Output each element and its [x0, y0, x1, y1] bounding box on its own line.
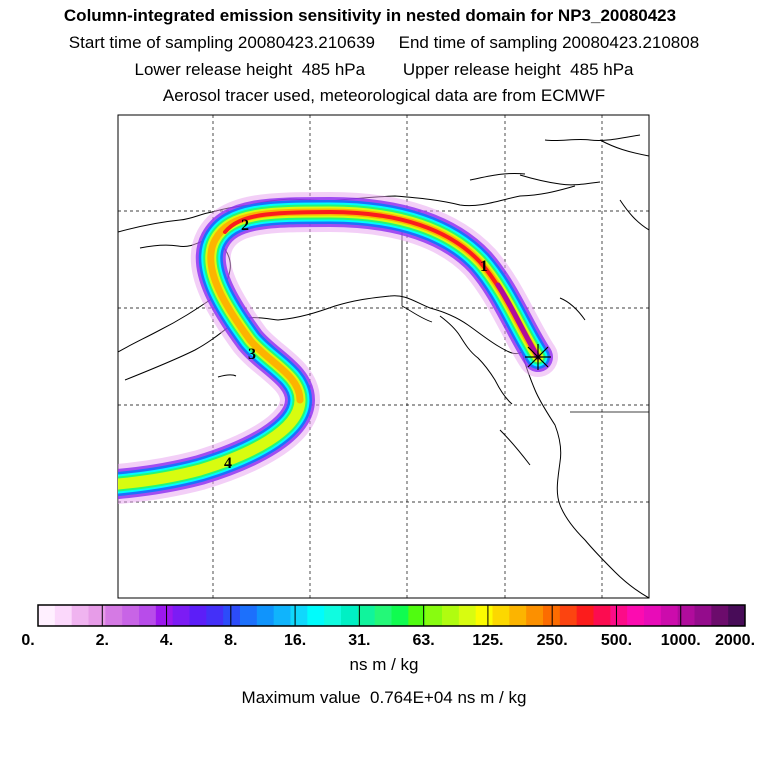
- map-frame: [117, 114, 650, 599]
- colorbar-cell: [610, 605, 628, 626]
- colorbar-cell: [391, 605, 409, 626]
- colorbar-cell: [256, 605, 275, 626]
- colorbar-cell: [206, 605, 224, 626]
- colorbar-tick-label: 63.: [412, 632, 435, 649]
- colorbar-cell: [105, 605, 123, 626]
- colorbar-cell: [122, 605, 140, 626]
- colorbar-cell: [88, 605, 106, 626]
- colorbar-frame: [37, 604, 746, 627]
- colorbar-cell: [475, 605, 493, 626]
- release-height-line: Lower release height 485 hPa Upper relea…: [134, 60, 634, 79]
- colorbar-cell: [54, 605, 73, 626]
- colorbar-cell: [425, 605, 443, 626]
- colorbar-cell: [660, 605, 679, 626]
- colorbar-tick-label: 2.: [95, 632, 109, 649]
- colorbar-cell: [442, 605, 460, 626]
- colorbar-tick-label: 250.: [536, 632, 568, 649]
- colorbar-cell: [240, 605, 258, 626]
- colorbar-cell: [408, 605, 426, 626]
- colorbar-cell: [307, 605, 325, 626]
- day-marker-2: 2: [241, 217, 249, 234]
- colorbar-cell: [526, 605, 544, 626]
- colorbar-cell: [694, 605, 712, 626]
- day-marker-1: 1: [480, 258, 488, 275]
- colorbar-cell: [728, 605, 746, 626]
- colorbar-cell: [357, 605, 376, 626]
- colorbar-tick-label: 500.: [600, 632, 633, 649]
- colorbar-cell: [341, 605, 359, 626]
- colorbar-cell: [374, 605, 392, 626]
- colorbar-cell: [38, 605, 56, 626]
- colorbar-cell: [644, 605, 662, 626]
- emission-sensitivity-plume: [118, 192, 558, 504]
- colorbar-tick-label: 1000.: [660, 632, 701, 649]
- day-marker-3: 3: [248, 346, 256, 363]
- colorbar-cell: [509, 605, 527, 626]
- colorbar-cell: [543, 605, 561, 626]
- colorbar-cell: [458, 605, 477, 626]
- colorbar-cell: [324, 605, 342, 626]
- colorbar-tick-label: 31.: [348, 632, 371, 649]
- colorbar: [37, 604, 746, 627]
- colorbar-cell: [189, 605, 207, 626]
- colorbar-cell: [711, 605, 729, 626]
- colorbar-cell: [290, 605, 308, 626]
- colorbar-cell: [223, 605, 241, 626]
- colorbar-tick-label: 125.: [472, 632, 504, 649]
- plot-title: Column-integrated emission sensitivity i…: [63, 6, 677, 25]
- colorbar-units: ns m / kg: [349, 655, 419, 674]
- colorbar-cell: [677, 605, 695, 626]
- colorbar-cell: [576, 605, 594, 626]
- colorbar-tick-label: 16.: [283, 632, 307, 649]
- colorbar-cell: [139, 605, 157, 626]
- colorbar-tick-label: 0.: [21, 632, 35, 649]
- release-site-star-icon: [525, 344, 551, 370]
- colorbar-tick-label: 2000.: [714, 632, 756, 649]
- colorbar-cell: [172, 605, 190, 626]
- colorbar-cell: [559, 605, 578, 626]
- sampling-time-line: Start time of sampling 20080423.210639 E…: [68, 33, 700, 52]
- colorbar-cell: [492, 605, 510, 626]
- day-marker-4: 4: [224, 455, 232, 472]
- colorbar-cell: [627, 605, 645, 626]
- colorbar-tick-label: 4.: [159, 632, 174, 649]
- maximum-value-label: Maximum value 0.764E+04 ns m / kg: [241, 688, 527, 707]
- colorbar-cell: [71, 605, 89, 626]
- colorbar-cell: [593, 605, 611, 626]
- colorbar-tick-label: 8.: [224, 632, 238, 649]
- tracer-source-line: Aerosol tracer used, meteorological data…: [162, 86, 606, 105]
- colorbar-cell: [273, 605, 291, 626]
- colorbar-cell: [155, 605, 174, 626]
